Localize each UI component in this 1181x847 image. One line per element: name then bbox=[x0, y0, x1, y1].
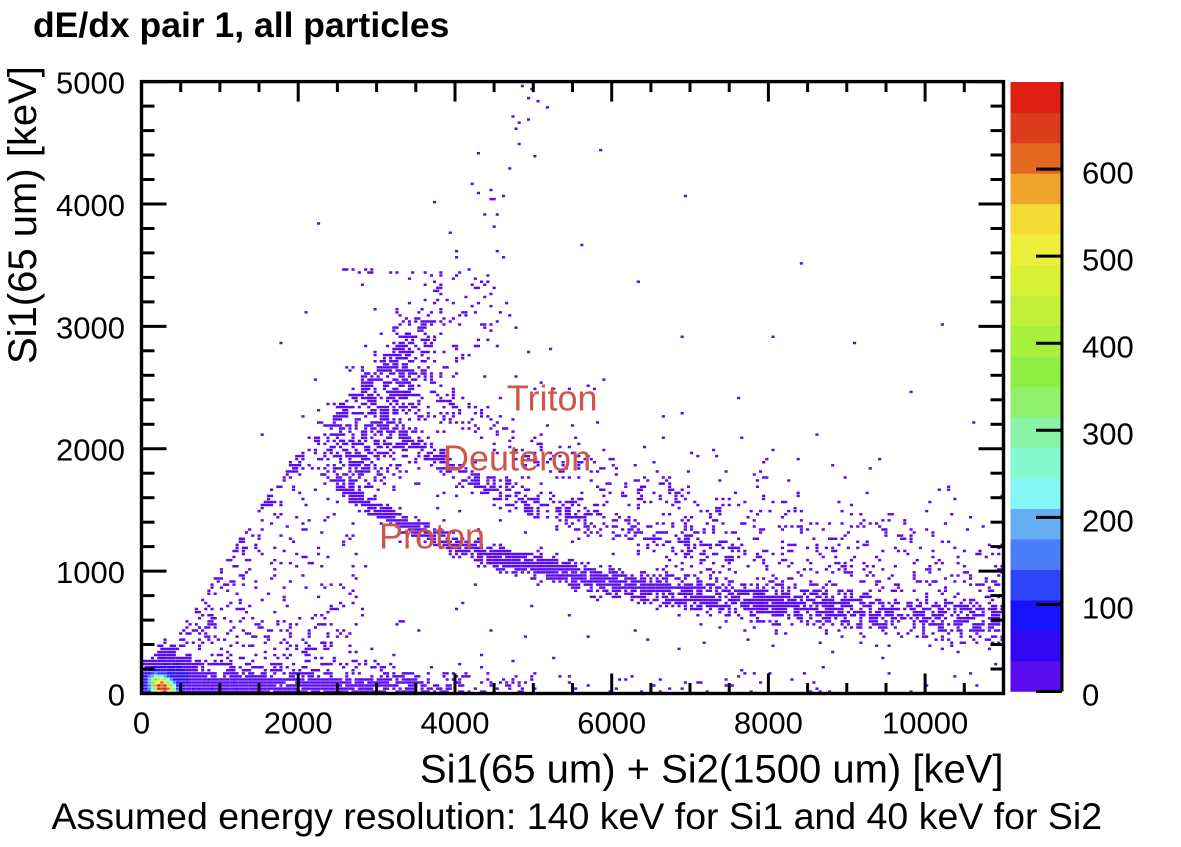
svg-text:2000: 2000 bbox=[56, 433, 125, 468]
svg-text:300: 300 bbox=[1082, 417, 1134, 452]
svg-text:100: 100 bbox=[1082, 591, 1134, 626]
svg-text:Deuteron: Deuteron bbox=[443, 438, 591, 479]
svg-text:dE/dx pair 1, all particles: dE/dx pair 1, all particles bbox=[33, 5, 449, 45]
svg-text:Si1(65 um) [keV]: Si1(65 um) [keV] bbox=[1, 66, 45, 364]
svg-text:4000: 4000 bbox=[421, 706, 490, 741]
svg-text:600: 600 bbox=[1082, 155, 1134, 190]
svg-text:2000: 2000 bbox=[264, 706, 333, 741]
svg-text:8000: 8000 bbox=[734, 706, 803, 741]
svg-text:1000: 1000 bbox=[56, 555, 125, 590]
svg-text:Assumed energy resolution: 140: Assumed energy resolution: 140 keV for S… bbox=[52, 795, 1103, 837]
svg-text:500: 500 bbox=[1082, 242, 1134, 277]
svg-text:10000: 10000 bbox=[882, 706, 968, 741]
svg-text:200: 200 bbox=[1082, 504, 1134, 539]
svg-text:Proton: Proton bbox=[379, 516, 485, 557]
svg-text:0: 0 bbox=[108, 678, 125, 713]
svg-text:400: 400 bbox=[1082, 329, 1134, 364]
svg-text:3000: 3000 bbox=[56, 310, 125, 345]
svg-text:0: 0 bbox=[133, 706, 150, 741]
svg-text:Si1(65 um) + Si2(1500 um) [keV: Si1(65 um) + Si2(1500 um) [keV] bbox=[420, 747, 1004, 791]
svg-text:5000: 5000 bbox=[56, 66, 125, 101]
svg-text:4000: 4000 bbox=[56, 188, 125, 223]
svg-text:0: 0 bbox=[1082, 678, 1099, 713]
svg-text:Triton: Triton bbox=[507, 378, 598, 419]
svg-text:6000: 6000 bbox=[577, 706, 646, 741]
